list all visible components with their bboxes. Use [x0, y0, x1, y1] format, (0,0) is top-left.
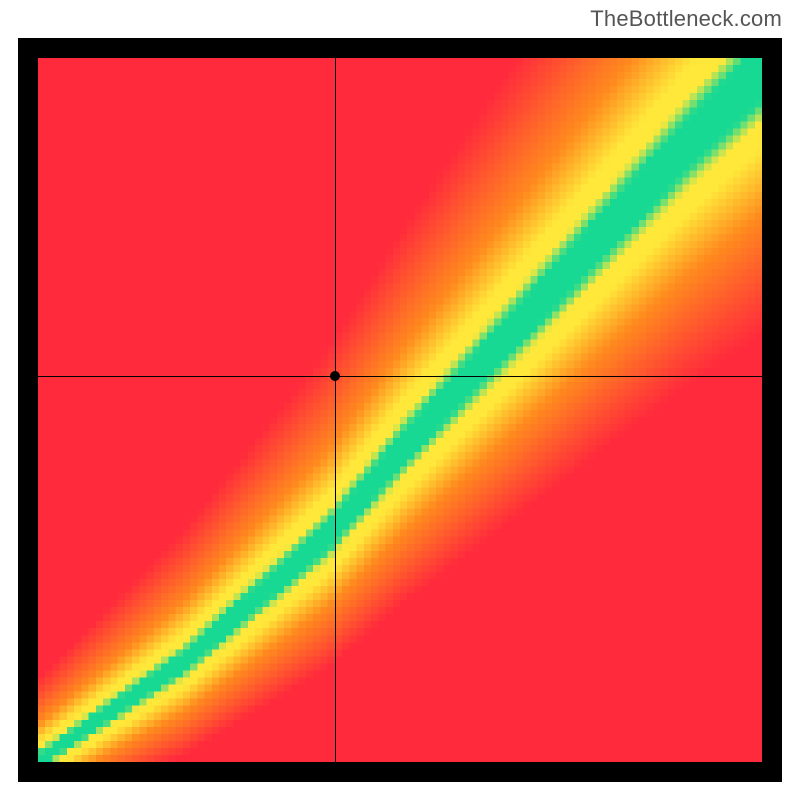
crosshair-vertical: [335, 58, 336, 762]
heatmap-plot-area: [38, 58, 762, 762]
bottleneck-heatmap: [18, 38, 782, 782]
watermark-text: TheBottleneck.com: [590, 6, 782, 32]
crosshair-marker-dot: [330, 371, 340, 381]
heatmap-canvas: [38, 58, 762, 762]
crosshair-horizontal: [38, 376, 762, 377]
